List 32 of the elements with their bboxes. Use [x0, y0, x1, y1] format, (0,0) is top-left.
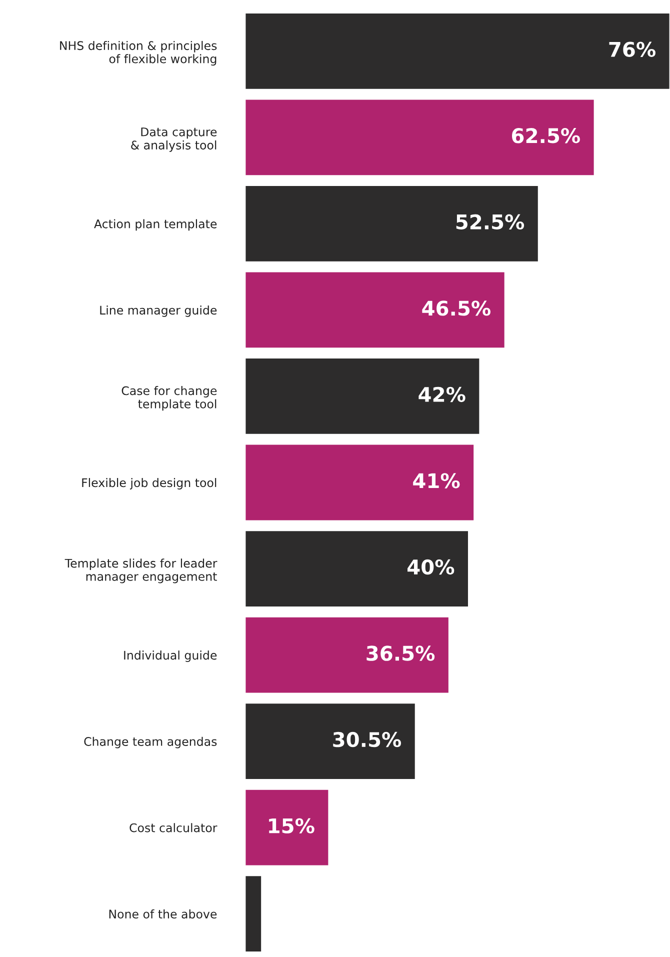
y-tick-label: Change team agendas [84, 736, 217, 748]
data-label: 76% [609, 42, 656, 57]
data-label: 52.5% [456, 214, 524, 230]
bar [245, 98, 596, 176]
bar [245, 616, 450, 694]
data-label: 42% [418, 386, 466, 402]
bar [245, 357, 481, 436]
bar [245, 184, 540, 263]
y-tick-label: Individual guide [124, 650, 217, 662]
y-tick-label: Line manager guide [100, 305, 217, 317]
y-tick-label: Case for change template tool [122, 386, 217, 411]
y-tick-label: NHS definition & principles of flexible working [60, 40, 217, 66]
y-tick-label: Action plan template [94, 219, 217, 231]
data-label: 41% [413, 473, 460, 488]
bar [245, 788, 330, 867]
y-tick-label: Template slides for leader manager engagement [64, 558, 218, 584]
y-tick-label: Cost calculator [130, 823, 218, 832]
bar [245, 443, 475, 522]
y-tick-label: None of the above [109, 909, 217, 919]
data-label: 40% [407, 559, 454, 575]
bar [245, 12, 670, 90]
data-label: 46.5% [422, 300, 491, 316]
data-label: 15% [269, 818, 314, 834]
bar [245, 270, 506, 350]
data-label: 30.5% [333, 732, 402, 748]
bar [245, 874, 262, 953]
y-tick-label: Flexible job design tool [82, 478, 216, 490]
data-label: 36.5% [366, 646, 435, 661]
bar [245, 702, 416, 780]
bar [245, 530, 470, 608]
y-tick-label: Data capture & analysis tool [131, 128, 217, 152]
data-label: 62.5% [512, 128, 580, 144]
